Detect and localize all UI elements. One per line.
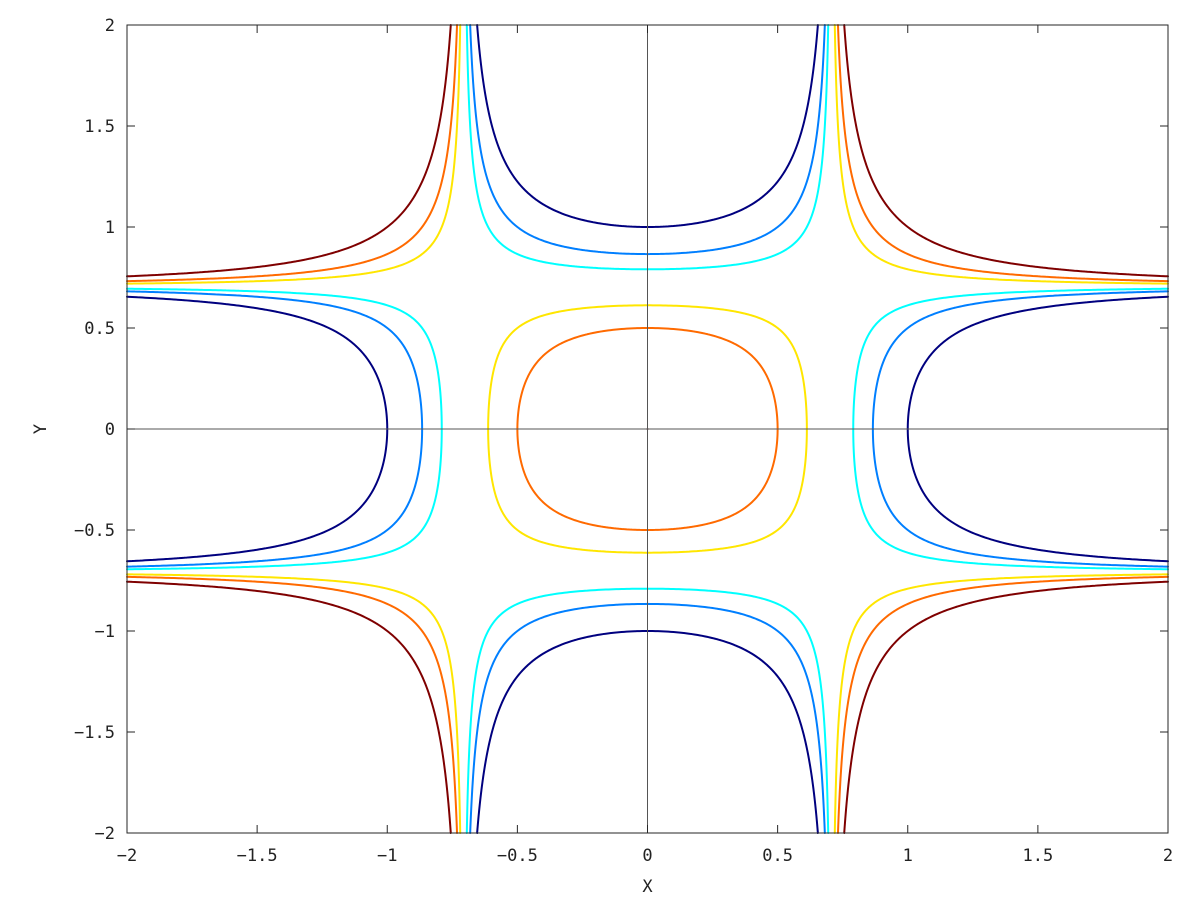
- contour-level-line: [126, 24, 1169, 834]
- y-tick-label: 0: [105, 420, 115, 440]
- y-tick-label: 1: [105, 218, 115, 238]
- contour-level-line: [126, 24, 1169, 834]
- x-tick-label: −1: [377, 846, 397, 866]
- y-tick-label: 1.5: [84, 117, 115, 137]
- x-axis-label: X: [642, 877, 653, 897]
- axis-ticks: [126, 24, 1169, 834]
- zero-axes: [127, 25, 1168, 833]
- x-tick-label: 1: [903, 846, 913, 866]
- y-tick-labels: −2 −1.5 −1 −0.5 0 0.5 1 1.5 2: [74, 16, 115, 844]
- contour-level-line: [126, 24, 1169, 834]
- x-tick-label: −0.5: [497, 846, 538, 866]
- y-tick-label: 0.5: [84, 319, 115, 339]
- x-tick-label: −1.5: [237, 846, 278, 866]
- x-tick-label: 0: [642, 846, 652, 866]
- x-tick-label: −2: [117, 846, 137, 866]
- contour-lines: [126, 24, 1169, 834]
- contour-level-line: [126, 24, 1169, 834]
- contour-level-line: [126, 24, 1169, 834]
- y-tick-label: −0.5: [74, 521, 115, 541]
- x-tick-label: 0.5: [762, 846, 793, 866]
- x-tick-labels: −2 −1.5 −1 −0.5 0 0.5 1 1.5 2: [117, 846, 1173, 866]
- y-tick-label: 2: [105, 16, 115, 36]
- y-tick-label: −2: [95, 824, 115, 844]
- x-tick-label: 1.5: [1023, 846, 1054, 866]
- y-tick-label: −1: [95, 622, 115, 642]
- y-tick-label: −1.5: [74, 723, 115, 743]
- x-tick-label: 2: [1163, 846, 1173, 866]
- y-axis-label: Y: [31, 424, 51, 434]
- contour-level-line: [126, 24, 1169, 834]
